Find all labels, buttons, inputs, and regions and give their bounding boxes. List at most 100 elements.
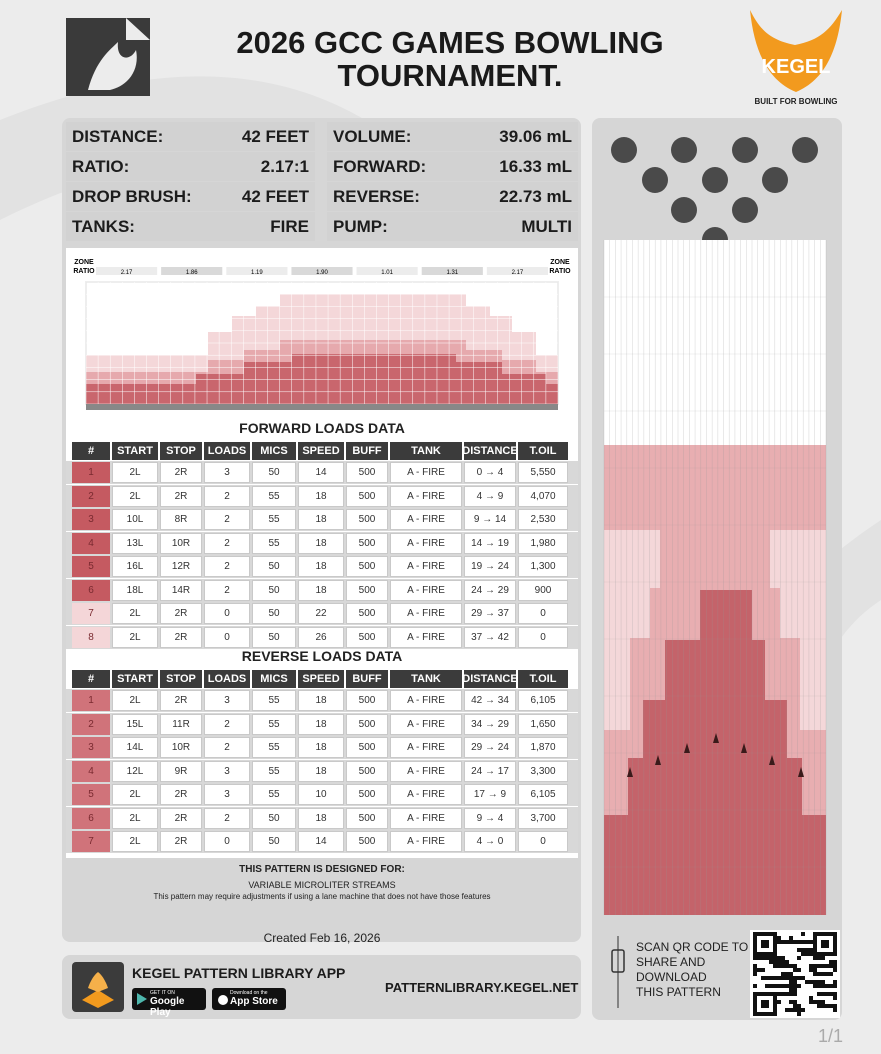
qr-module: [777, 960, 781, 964]
spec-label: TANKS:: [72, 217, 135, 237]
table-cell: 2,530: [518, 509, 568, 530]
qr-module: [797, 976, 801, 980]
table-cell: 500: [346, 462, 388, 483]
qr-module: [829, 992, 833, 996]
row-number: 7: [72, 603, 110, 624]
column-header: T.OIL: [518, 442, 568, 460]
qr-module: [789, 964, 793, 968]
row-number: 4: [72, 761, 110, 782]
spec-label: DISTANCE:: [72, 127, 163, 147]
brand: KEGEL: [756, 56, 836, 79]
qr-code[interactable]: [750, 930, 840, 1018]
table-cell: 18: [298, 533, 344, 554]
qr-module: [813, 972, 817, 976]
qr-module: [829, 1004, 833, 1008]
column-header: DISTANCE: [464, 442, 516, 460]
table-cell: 0: [518, 627, 568, 648]
spec-value: 39.06 mL: [499, 127, 572, 147]
table-cell: 50: [252, 462, 296, 483]
row-number: 6: [72, 808, 110, 829]
qr-module: [765, 956, 769, 960]
table-cell: 50: [252, 580, 296, 601]
table-cell: 55: [252, 486, 296, 507]
table-cell: 4 → 0: [464, 831, 516, 852]
qr-module: [789, 936, 793, 940]
qr-module: [801, 952, 805, 956]
table-cell: 14 → 19: [464, 533, 516, 554]
row-number: 6: [72, 580, 110, 601]
qr-module: [801, 940, 805, 944]
qr-line: SHARE AND: [636, 955, 748, 970]
pin: [611, 137, 637, 163]
app-icon: [72, 962, 124, 1012]
qr-module: [805, 940, 809, 944]
column-header: TANK: [390, 670, 462, 688]
table-cell: 500: [346, 627, 388, 648]
google-play-badge[interactable]: GET IT ON Google Play: [132, 988, 206, 1010]
qr-module: [773, 984, 777, 988]
table-cell: 42 → 34: [464, 690, 516, 711]
table-cell: 5,550: [518, 462, 568, 483]
table-cell: 2R: [160, 627, 202, 648]
notes: THIS PATTERN IS DESIGNED FOR: VARIABLE M…: [66, 864, 578, 945]
qr-module: [801, 1008, 805, 1012]
qr-module: [773, 976, 777, 980]
qr-module: [817, 972, 821, 976]
table-cell: 3: [204, 784, 250, 805]
qr-module: [777, 956, 781, 960]
table-cell: A - FIRE: [390, 462, 462, 483]
qr-module: [805, 948, 809, 952]
qr-module: [821, 992, 825, 996]
badge-label: App Store: [230, 996, 278, 1007]
qr-module: [801, 932, 805, 936]
table-cell: A - FIRE: [390, 831, 462, 852]
table-cell: 0 → 4: [464, 462, 516, 483]
qr-module: [829, 960, 833, 964]
spec-row: DROP BRUSH:42 FEET: [66, 182, 315, 211]
qr-module: [813, 968, 817, 972]
qr-module: [805, 980, 809, 984]
table-cell: 900: [518, 580, 568, 601]
qr-module: [821, 964, 825, 968]
spec-row: REVERSE:22.73 mL: [327, 182, 578, 211]
app-icon-art: [72, 962, 124, 1012]
table-cell: 500: [346, 509, 388, 530]
app-store-badge[interactable]: Download on the App Store: [212, 988, 286, 1010]
spec-value: FIRE: [270, 217, 309, 237]
page: 2026 GCC GAMES BOWLING TOURNAMENT. KEGEL…: [0, 0, 881, 1054]
qr-module: [809, 1000, 813, 1004]
table-cell: 10L: [112, 509, 158, 530]
column-header: STOP: [160, 670, 202, 688]
table-cell: 1,650: [518, 714, 568, 735]
app-url[interactable]: PATTERNLIBRARY.KEGEL.NET: [385, 980, 578, 995]
qr-module: [761, 976, 765, 980]
qr-line: THIS PATTERN: [636, 985, 748, 1000]
table-cell: 18: [298, 580, 344, 601]
table-cell: 55: [252, 509, 296, 530]
qr-module: [817, 964, 821, 968]
column-header: T.OIL: [518, 670, 568, 688]
qr-module: [801, 948, 805, 952]
qr-module: [789, 1008, 793, 1012]
qr-module: [785, 972, 789, 976]
qr-module: [833, 996, 837, 1000]
table-cell: 2L: [112, 808, 158, 829]
spec-value: 16.33 mL: [499, 157, 572, 177]
qr-module: [833, 980, 837, 984]
table-cell: A - FIRE: [390, 486, 462, 507]
qr-module: [773, 960, 777, 964]
qr-module: [833, 1008, 837, 1012]
spec-value: MULTI: [521, 217, 572, 237]
table-cell: 2L: [112, 690, 158, 711]
table-cell: 3,300: [518, 761, 568, 782]
table-cell: 4 → 9: [464, 486, 516, 507]
qr-module: [769, 960, 773, 964]
qr-module: [789, 992, 793, 996]
qr-module: [825, 972, 829, 976]
qr-module: [753, 984, 757, 988]
zone-label: RATIO: [549, 268, 571, 275]
row-number: 4: [72, 533, 110, 554]
table-cell: 19 → 24: [464, 556, 516, 577]
qr-module: [793, 1000, 797, 1004]
